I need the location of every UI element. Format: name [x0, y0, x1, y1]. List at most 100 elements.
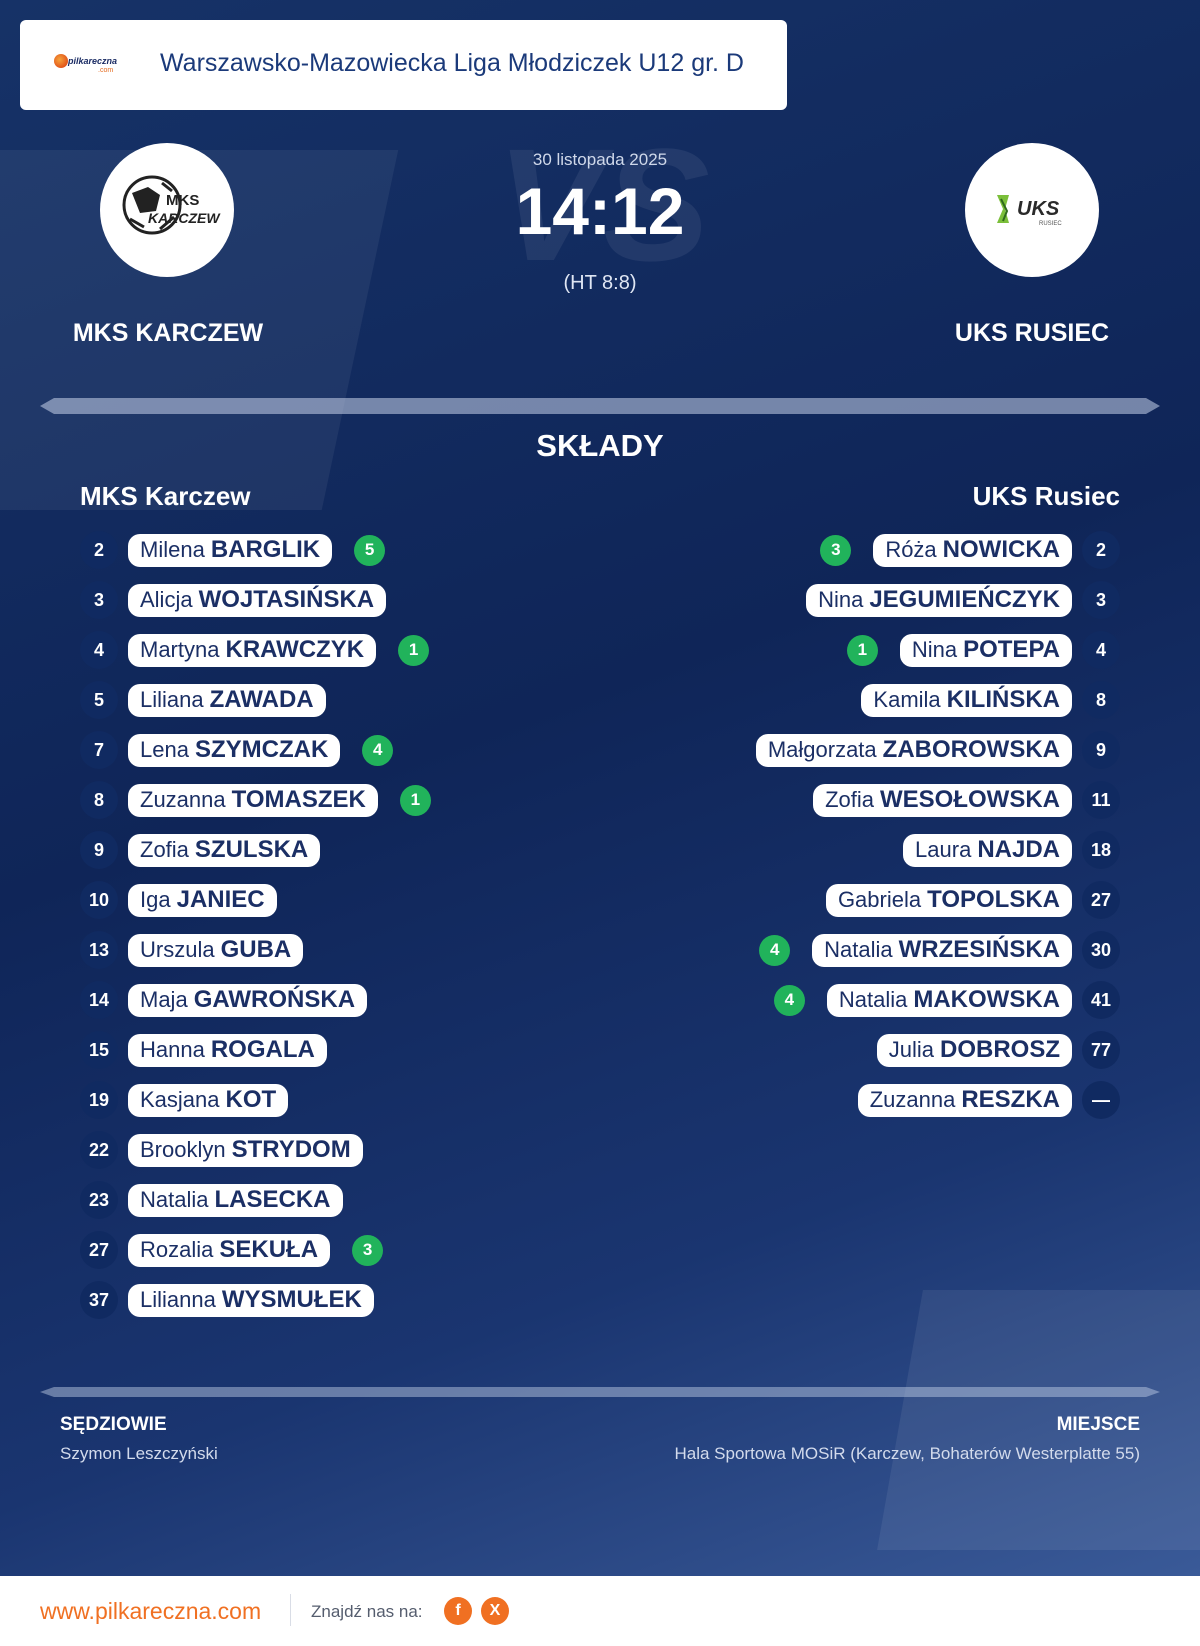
- player-last-name: STRYDOM: [231, 1136, 351, 1163]
- player-number: 3: [80, 581, 118, 619]
- player-first-name: Milena: [140, 537, 205, 562]
- player-last-name: ROGALA: [210, 1036, 315, 1063]
- player-name-pill: Milena BARGLIK: [128, 533, 333, 567]
- pilkareczna-logo[interactable]: pilkareczna .com: [54, 50, 136, 80]
- player-name-pill: Natalia LASECKA: [128, 1183, 343, 1217]
- logo-text: pilkareczna: [68, 56, 118, 66]
- player-name-pill: Kamila KILIŃSKA: [861, 683, 1072, 717]
- home-squad-title: MKS Karczew: [80, 481, 251, 511]
- player-last-name: SZULSKA: [194, 836, 309, 863]
- x-icon[interactable]: X: [481, 1597, 509, 1625]
- crest-text: MKS: [166, 192, 199, 209]
- player-name-pill: Iga JANIEC: [128, 883, 277, 917]
- player-last-name: SEKUŁA: [219, 1236, 319, 1263]
- player-name-pill: Martyna KRAWCZYK: [128, 633, 377, 667]
- player-number: 37: [80, 1281, 118, 1319]
- player-first-name: Róża: [885, 537, 937, 562]
- player-last-name: POTEPA: [963, 636, 1060, 663]
- away-team-name: UKS RUSIEC: [954, 319, 1110, 347]
- player-name-pill: Małgorzata ZABOROWSKA: [755, 733, 1072, 767]
- player-name-pill: Zuzanna RESZKA: [857, 1083, 1072, 1117]
- player-number: 11: [1082, 781, 1120, 819]
- player-last-name: WOJTASIŃSKA: [198, 586, 375, 613]
- player-row: Zuzanna RESZKA —: [620, 1075, 1120, 1125]
- player-name-pill: Urszula GUBA: [128, 933, 304, 967]
- player-name-pill: Lilianna WYSMUŁEK: [128, 1283, 374, 1317]
- player-number: 18: [1082, 831, 1120, 869]
- player-last-name: BARGLIK: [210, 536, 321, 563]
- player-number: 8: [80, 781, 118, 819]
- player-row: Gabriela TOPOLSKA 27: [620, 875, 1120, 925]
- section-divider: [40, 398, 1160, 414]
- player-number: 30: [1082, 931, 1120, 969]
- player-number: 14: [80, 981, 118, 1019]
- logo-sub: .com: [98, 67, 114, 74]
- goals-badge: 4: [773, 984, 805, 1016]
- goals-badge: 1: [398, 634, 430, 666]
- player-first-name: Kamila: [873, 687, 941, 712]
- player-last-name: WYSMUŁEK: [221, 1286, 362, 1313]
- player-number: 22: [80, 1131, 118, 1169]
- player-number: 8: [1082, 681, 1120, 719]
- league-header: pilkareczna .com Warszawsko-Mazowiecka L…: [20, 20, 787, 110]
- site-link[interactable]: www.pilkareczna.com: [40, 1598, 262, 1624]
- player-last-name: LASECKA: [214, 1186, 331, 1213]
- player-name-pill: Hanna ROGALA: [128, 1033, 327, 1067]
- lineups-title: SKŁADY: [536, 428, 664, 463]
- player-number: 77: [1082, 1031, 1120, 1069]
- player-name-pill: Lena SZYMCZAK: [128, 733, 341, 767]
- player-number: 3: [1082, 581, 1120, 619]
- player-row: Laura NAJDA 18: [620, 825, 1120, 875]
- player-number: 10: [80, 881, 118, 919]
- player-last-name: GUBA: [220, 936, 292, 963]
- goals-badge: 3: [352, 1234, 384, 1266]
- player-first-name: Iga: [140, 887, 171, 912]
- goals-badge: 1: [846, 634, 878, 666]
- player-name-pill: Natalia WRZESIŃSKA: [812, 933, 1072, 967]
- uks-rusiec-crest-icon: UKS RUSIEC: [997, 195, 1062, 227]
- player-first-name: Natalia: [140, 1187, 209, 1212]
- player-last-name: TOMASZEK: [231, 786, 366, 813]
- find-us-label: Znajdź nas na:: [311, 1602, 423, 1621]
- player-name-pill: Natalia MAKOWSKA: [826, 983, 1072, 1017]
- player-last-name: JANIEC: [176, 886, 265, 913]
- mks-karczew-crest-icon: MKS KARCZEW: [122, 175, 221, 235]
- player-last-name: KOT: [225, 1086, 277, 1113]
- ball-icon: [54, 54, 68, 68]
- goals-badge: 1: [399, 784, 431, 816]
- player-first-name: Hanna: [140, 1037, 205, 1062]
- away-team-logo: UKS RUSIEC: [965, 143, 1099, 277]
- player-row: 37 Lilianna WYSMUŁEK: [80, 1275, 580, 1325]
- player-first-name: Zuzanna: [869, 1087, 956, 1112]
- player-number: 9: [80, 831, 118, 869]
- facebook-label: f: [455, 1602, 461, 1619]
- player-last-name: TOPOLSKA: [927, 886, 1060, 913]
- footer-separator: [290, 1594, 291, 1626]
- crest-text: KARCZEW: [148, 210, 221, 226]
- player-name-pill: Gabriela TOPOLSKA: [825, 883, 1072, 917]
- player-first-name: Rozalia: [140, 1237, 214, 1262]
- player-name-pill: Rozalia SEKUŁA: [128, 1233, 331, 1267]
- player-first-name: Julia: [888, 1037, 934, 1062]
- player-row: 22 Brooklyn STRYDOM: [80, 1125, 580, 1175]
- goals-badge: 4: [362, 734, 394, 766]
- player-row: 14 Maja GAWROŃSKA: [80, 975, 580, 1025]
- player-last-name: GAWROŃSKA: [193, 986, 356, 1013]
- facebook-icon[interactable]: f: [444, 1597, 472, 1625]
- player-last-name: NAJDA: [977, 836, 1060, 863]
- crest-sub: RUSIEC: [1039, 221, 1062, 227]
- match-date: 30 listopada 2025: [532, 150, 668, 169]
- halftime-score: (HT 8:8): [563, 272, 637, 294]
- player-number: 7: [80, 731, 118, 769]
- player-row: 10 Iga JANIEC: [80, 875, 580, 925]
- player-name-pill: Nina POTEPA: [899, 633, 1072, 667]
- player-number: 19: [80, 1081, 118, 1119]
- player-first-name: Natalia: [824, 937, 893, 962]
- player-last-name: NOWICKA: [942, 536, 1060, 563]
- player-row: 4 Martyna KRAWCZYK 1: [80, 625, 580, 675]
- crest-text: UKS: [1017, 198, 1060, 220]
- player-first-name: Alicja: [140, 587, 193, 612]
- player-first-name: Liliana: [140, 687, 204, 712]
- player-first-name: Zuzanna: [140, 787, 226, 812]
- player-number: 9: [1082, 731, 1120, 769]
